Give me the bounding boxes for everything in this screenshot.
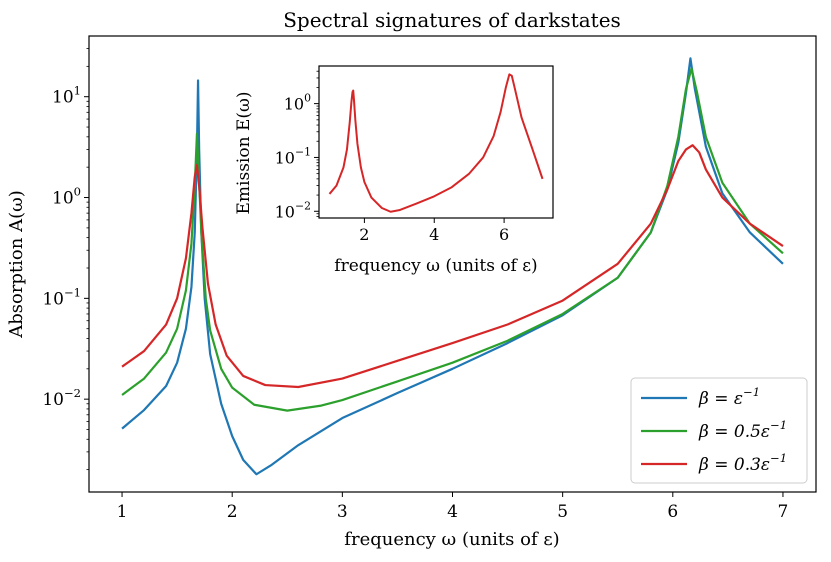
inset-y-tick-label: 100 xyxy=(284,92,311,114)
main-x-ticks: 1 2 3 4 5 6 7 xyxy=(117,492,789,522)
chart-title: Spectral signatures of darkstates xyxy=(283,8,621,32)
legend-label-1: β = 0.5ε−1 xyxy=(698,418,787,442)
inset-y-axis-label: Emission E(ω) xyxy=(234,92,254,215)
y-tick-label: 100 xyxy=(52,185,81,209)
main-y-ticks: 10−2 10−1 100 101 xyxy=(42,48,89,471)
x-tick-label: 2 xyxy=(227,502,238,522)
x-tick-label: 6 xyxy=(667,502,678,522)
inset-x-axis-label: frequency ω (units of ε) xyxy=(334,256,537,276)
inset-y-tick-label: 10−2 xyxy=(275,199,311,221)
main-series-group xyxy=(121,57,784,476)
y-tick-label: 101 xyxy=(52,84,81,108)
legend-label-2: β = 0.3ε−1 xyxy=(698,451,787,475)
inset-x-tick-label: 2 xyxy=(359,225,369,244)
inset-x-tick-label: 4 xyxy=(429,225,439,244)
legend-label-0: β = ε−1 xyxy=(698,385,760,409)
inset-y-ticks: 10−2 10−1 100 xyxy=(275,70,319,221)
x-tick-label: 3 xyxy=(337,502,348,522)
x-tick-label: 1 xyxy=(117,502,128,522)
x-tick-label: 4 xyxy=(447,502,458,522)
x-tick-label: 5 xyxy=(557,502,568,522)
inset-plot: 2 4 6 10−2 10−1 100 frequency ω (units of ε)… xyxy=(234,65,554,276)
inset-y-tick-label: 10−1 xyxy=(275,145,311,167)
x-tick-label: 7 xyxy=(778,502,789,522)
legend: β = ε−1 β = 0.5ε−1 β = 0.3ε−1 xyxy=(630,377,808,484)
y-axis-label: Absorption A(ω) xyxy=(6,190,27,339)
inset-series-line-0 xyxy=(328,73,544,213)
legend-box xyxy=(630,377,808,484)
inset-axes-frame xyxy=(318,65,554,219)
main-plot: Spectral signatures of darkstates 1 2 3 4 5 6… xyxy=(6,8,817,550)
series-line-1 xyxy=(121,67,784,412)
y-tick-label: 10−2 xyxy=(42,386,81,410)
series-line-2 xyxy=(121,144,784,389)
x-axis-label: frequency ω (units of ε) xyxy=(344,529,559,550)
inset-series-group xyxy=(328,73,544,213)
inset-x-tick-label: 6 xyxy=(499,225,509,244)
y-tick-label: 10−1 xyxy=(42,285,81,309)
inset-x-ticks: 2 4 6 xyxy=(359,218,509,244)
